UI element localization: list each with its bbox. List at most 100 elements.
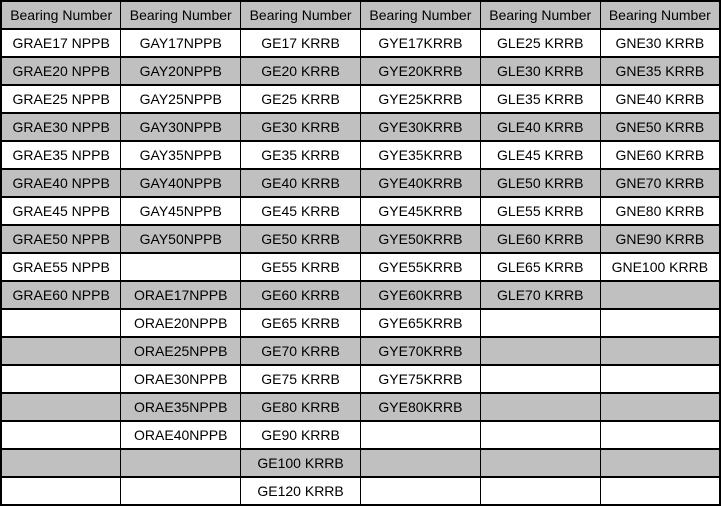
- table-row: GE120 KRRB: [0, 476, 721, 506]
- table-row: GRAE60 NPPB ORAE17NPPB GE60 KRRB GYE60KRRB G…: [0, 280, 721, 310]
- table-cell: GLE50 KRRB: [479, 168, 601, 198]
- table-cell: GLE55 KRRB: [479, 196, 601, 226]
- table-cell: GLE35 KRRB: [479, 84, 601, 114]
- table-cell: GRAE30 NPPB: [0, 112, 122, 142]
- header-row: Bearing Number Bearing Number Bearing Nu…: [0, 0, 721, 30]
- table-cell: GYE30KRRB: [359, 112, 481, 142]
- table-cell: GNE50 KRRB: [599, 112, 721, 142]
- table-cell: GE80 KRRB: [240, 392, 361, 422]
- table-cell: GRAE35 NPPB: [0, 140, 122, 170]
- table-cell: GLE40 KRRB: [479, 112, 601, 142]
- table-row: ORAE25NPPB GE70 KRRB GYE70KRRB: [0, 336, 721, 366]
- table-row: GE100 KRRB: [0, 448, 721, 478]
- table-header: Bearing Number Bearing Number Bearing Nu…: [0, 0, 721, 30]
- table-cell: GYE25KRRB: [359, 84, 481, 114]
- table-cell: ORAE20NPPB: [120, 308, 242, 338]
- table-cell: GYE17KRRB: [359, 28, 481, 58]
- header-cell: Bearing Number: [479, 0, 601, 30]
- table-cell: [0, 308, 122, 338]
- table-row: GRAE25 NPPB GAY25NPPB GE25 KRRB GYE25KRRB GL…: [0, 84, 721, 114]
- table-cell: GE17 KRRB: [240, 28, 361, 58]
- table-cell: GLE65 KRRB: [479, 252, 601, 282]
- table-cell: ORAE35NPPB: [120, 392, 242, 422]
- table-cell: GLE25 KRRB: [479, 28, 601, 58]
- table-row: ORAE30NPPB GE75 KRRB GYE75KRRB: [0, 364, 721, 394]
- table-cell: GRAE40 NPPB: [0, 168, 122, 198]
- header-cell: Bearing Number: [359, 0, 481, 30]
- table-cell: GYE20KRRB: [359, 56, 481, 86]
- table-cell: GNE40 KRRB: [599, 84, 721, 114]
- table-row: GRAE35 NPPB GAY35NPPB GE35 KRRB GYE35KRRB GL…: [0, 140, 721, 170]
- table-row: GRAE17 NPPB GAY17NPPB GE17 KRRB GYE17KRRB GL…: [0, 28, 721, 58]
- table-cell: GRAE20 NPPB: [0, 56, 122, 86]
- header-cell: Bearing Number: [120, 0, 242, 30]
- table-cell: GRAE17 NPPB: [0, 28, 122, 58]
- table-cell: GLE30 KRRB: [479, 56, 601, 86]
- table-cell: [0, 392, 122, 422]
- table-cell: [599, 280, 721, 310]
- table-row: ORAE35NPPB GE80 KRRB GYE80KRRB: [0, 392, 721, 422]
- table-cell: GNE90 KRRB: [599, 224, 721, 254]
- table-cell: GRAE25 NPPB: [0, 84, 122, 114]
- table-cell: GE35 KRRB: [240, 140, 361, 170]
- table-cell: [479, 392, 601, 422]
- table-cell: GLE70 KRRB: [479, 280, 601, 310]
- table-cell: GAY35NPPB: [120, 140, 242, 170]
- table-cell: GYE75KRRB: [359, 364, 481, 394]
- table-cell: [479, 336, 601, 366]
- table-cell: GYE40KRRB: [359, 168, 481, 198]
- table-cell: GE70 KRRB: [240, 336, 361, 366]
- table-row: GRAE40 NPPB GAY40NPPB GE40 KRRB GYE40KRRB GL…: [0, 168, 721, 198]
- table-body: GRAE17 NPPB GAY17NPPB GE17 KRRB GYE17KRRB GL…: [0, 28, 721, 506]
- table-cell: GYE50KRRB: [359, 224, 481, 254]
- table-cell: GE75 KRRB: [240, 364, 361, 394]
- table-cell: GYE80KRRB: [359, 392, 481, 422]
- table-cell: GAY40NPPB: [120, 168, 242, 198]
- table-row: ORAE20NPPB GE65 KRRB GYE65KRRB: [0, 308, 721, 338]
- table-cell: GLE60 KRRB: [479, 224, 601, 254]
- table-cell: GYE55KRRB: [359, 252, 481, 282]
- table-row: GRAE50 NPPB GAY50NPPB GE50 KRRB GYE50KRRB GL…: [0, 224, 721, 254]
- table-cell: GNE80 KRRB: [599, 196, 721, 226]
- table-cell: GE65 KRRB: [240, 308, 361, 338]
- table-cell: [479, 364, 601, 394]
- table-cell: GE30 KRRB: [240, 112, 361, 142]
- table-cell: GE60 KRRB: [240, 280, 361, 310]
- table-cell: GE40 KRRB: [240, 168, 361, 198]
- table-row: GRAE55 NPPB GE55 KRRB GYE55KRRB GLE65 KRRB G…: [0, 252, 721, 282]
- table-row: GRAE30 NPPB GAY30NPPB GE30 KRRB GYE30KRRB GL…: [0, 112, 721, 142]
- table-cell: GRAE60 NPPB: [0, 280, 122, 310]
- table-cell: GE20 KRRB: [240, 56, 361, 86]
- table-cell: GYE45KRRB: [359, 196, 481, 226]
- table-cell: [479, 448, 601, 478]
- table-cell: GYE65KRRB: [359, 308, 481, 338]
- table-cell: GAY25NPPB: [120, 84, 242, 114]
- table-cell: [599, 364, 721, 394]
- table-cell: GE45 KRRB: [240, 196, 361, 226]
- table-cell: [120, 448, 242, 478]
- table-cell: GE120 KRRB: [240, 476, 361, 506]
- table-cell: [120, 476, 242, 506]
- table-cell: [599, 476, 721, 506]
- table-cell: GYE35KRRB: [359, 140, 481, 170]
- table-cell: GYE60KRRB: [359, 280, 481, 310]
- table-cell: [359, 420, 481, 450]
- table-cell: [120, 252, 242, 282]
- table-cell: GRAE50 NPPB: [0, 224, 122, 254]
- table-cell: [599, 336, 721, 366]
- table-cell: GNE70 KRRB: [599, 168, 721, 198]
- table-cell: GAY17NPPB: [120, 28, 242, 58]
- table-row: GRAE45 NPPB GAY45NPPB GE45 KRRB GYE45KRRB GL…: [0, 196, 721, 226]
- table-cell: GYE70KRRB: [359, 336, 481, 366]
- table-cell: GLE45 KRRB: [479, 140, 601, 170]
- table-cell: [599, 392, 721, 422]
- header-cell: Bearing Number: [0, 0, 122, 30]
- table-cell: GNE60 KRRB: [599, 140, 721, 170]
- table-cell: GE25 KRRB: [240, 84, 361, 114]
- table-cell: GAY30NPPB: [120, 112, 242, 142]
- table-cell: [479, 420, 601, 450]
- table-cell: GNE100 KRRB: [599, 252, 721, 282]
- header-cell: Bearing Number: [240, 0, 361, 30]
- table-cell: GAY45NPPB: [120, 196, 242, 226]
- table-cell: GAY20NPPB: [120, 56, 242, 86]
